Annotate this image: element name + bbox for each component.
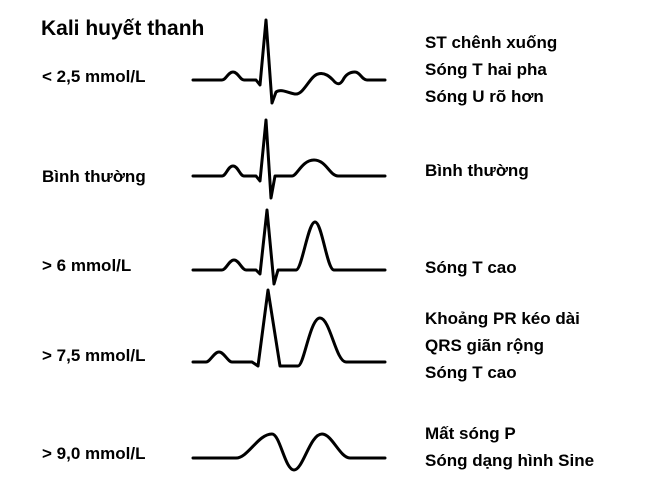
diagram-title: Kali huyết thanh xyxy=(41,17,205,40)
ecg-trace-6 xyxy=(191,208,387,286)
ecg-trace-9 xyxy=(191,432,387,472)
level-label-9: > 9,0 mmol/L xyxy=(42,444,146,463)
description-line: ST chênh xuống xyxy=(425,33,558,52)
ecg-trace-hypokalemia xyxy=(191,18,387,105)
description-line: QRS giãn rộng xyxy=(425,336,544,355)
description-line: Sóng T cao xyxy=(425,258,517,277)
level-label-hypokalemia: < 2,5 mmol/L xyxy=(42,67,146,86)
description-7-5: Khoảng PR kéo dài QRS giãn rộng Sóng T c… xyxy=(425,305,580,386)
level-label-6: > 6 mmol/L xyxy=(42,256,132,275)
description-9: Mất sóng P Sóng dạng hình Sine xyxy=(425,420,594,474)
description-hypokalemia: ST chênh xuống Sóng T hai pha Sóng U rõ … xyxy=(425,29,557,110)
description-line: Mất sóng P xyxy=(425,424,516,443)
description-normal: Bình thường xyxy=(425,157,529,184)
description-6: Sóng T cao xyxy=(425,254,517,281)
level-label-normal: Bình thường xyxy=(42,167,146,186)
description-line: Sóng dạng hình Sine xyxy=(425,451,595,470)
description-line: Sóng T hai pha xyxy=(425,60,547,79)
level-label-7-5: > 7,5 mmol/L xyxy=(42,346,146,365)
ecg-trace-7-5 xyxy=(191,288,387,368)
description-line: Khoảng PR kéo dài xyxy=(425,309,580,328)
description-line: Sóng U rõ hơn xyxy=(425,87,544,106)
ecg-trace-normal xyxy=(191,118,387,200)
description-line: Sóng T cao xyxy=(425,363,517,382)
description-line: Bình thường xyxy=(425,161,529,180)
